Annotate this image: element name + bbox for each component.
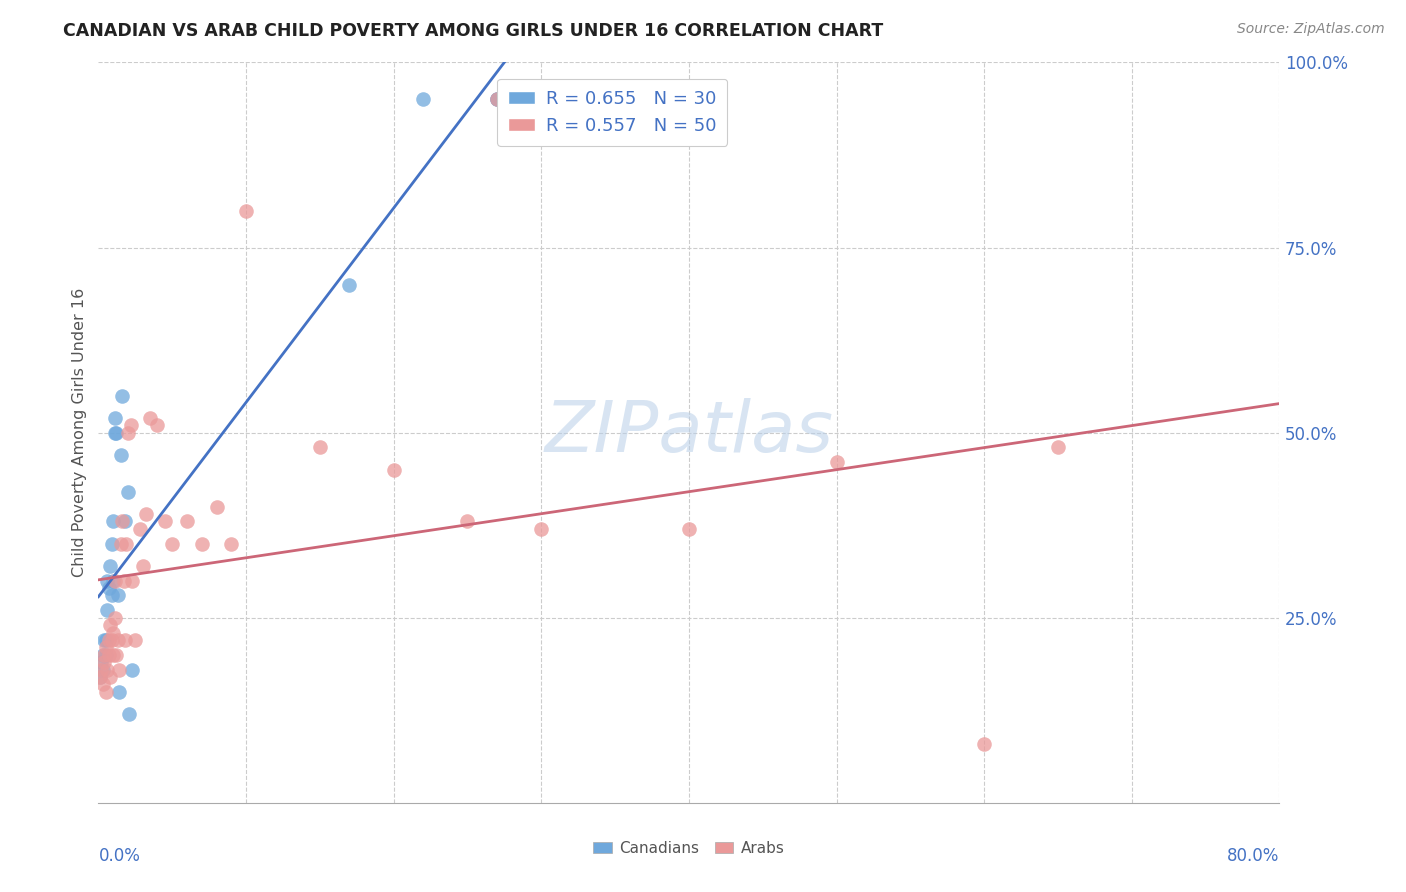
Point	[111, 515, 134, 529]
Point	[135, 507, 157, 521]
Point	[146, 418, 169, 433]
Point	[121, 574, 143, 588]
Point	[104, 611, 127, 625]
Point	[91, 663, 114, 677]
Point	[108, 685, 131, 699]
Point	[678, 522, 700, 536]
Point	[89, 670, 111, 684]
Point	[103, 515, 125, 529]
Point	[104, 410, 127, 425]
Point	[103, 574, 125, 588]
Point	[973, 737, 995, 751]
Point	[114, 515, 136, 529]
Point	[382, 463, 405, 477]
Point	[91, 648, 114, 662]
Point	[100, 589, 122, 603]
Point	[339, 277, 360, 292]
Point	[124, 632, 146, 647]
Point	[121, 663, 143, 677]
Point	[825, 455, 848, 469]
Point	[89, 670, 111, 684]
Point	[98, 558, 121, 573]
Point	[107, 589, 129, 603]
Point	[235, 203, 257, 218]
Point	[97, 648, 120, 662]
Point	[100, 632, 122, 647]
Point	[94, 632, 117, 647]
Y-axis label: Child Poverty Among Girls Under 16: Child Poverty Among Girls Under 16	[72, 288, 87, 577]
Point	[96, 574, 118, 588]
Point	[139, 410, 162, 425]
Text: ZIPatlas: ZIPatlas	[544, 398, 834, 467]
Point	[105, 648, 128, 662]
Point	[104, 425, 127, 440]
Point	[486, 93, 509, 107]
Point	[97, 581, 120, 595]
Point	[309, 441, 332, 455]
Point	[100, 537, 122, 551]
Point	[98, 618, 121, 632]
Point	[108, 663, 131, 677]
Point	[110, 448, 132, 462]
Point	[94, 640, 117, 655]
Text: 80.0%: 80.0%	[1227, 847, 1279, 865]
Text: 0.0%: 0.0%	[98, 847, 141, 865]
Point	[90, 663, 112, 677]
Point	[118, 706, 141, 721]
Point	[96, 663, 118, 677]
Text: CANADIAN VS ARAB CHILD POVERTY AMONG GIRLS UNDER 16 CORRELATION CHART: CANADIAN VS ARAB CHILD POVERTY AMONG GIR…	[63, 22, 883, 40]
Point	[120, 418, 142, 433]
Point	[219, 537, 242, 551]
Point	[191, 537, 214, 551]
Point	[114, 632, 136, 647]
Point	[96, 603, 118, 617]
Point	[110, 537, 132, 551]
Point	[94, 648, 117, 662]
Point	[1046, 441, 1069, 455]
Point	[205, 500, 228, 514]
Point	[132, 558, 155, 573]
Point	[486, 93, 509, 107]
Point	[412, 93, 434, 107]
Point	[98, 670, 121, 684]
Point	[103, 648, 125, 662]
Point	[103, 625, 125, 640]
Point	[530, 522, 553, 536]
Point	[93, 648, 115, 662]
Point	[115, 537, 138, 551]
Point	[94, 685, 117, 699]
Point	[97, 632, 120, 647]
Text: Source: ZipAtlas.com: Source: ZipAtlas.com	[1237, 22, 1385, 37]
Point	[153, 515, 176, 529]
Point	[90, 655, 112, 669]
Point	[117, 484, 139, 499]
Point	[486, 93, 509, 107]
Legend: Canadians, Arabs: Canadians, Arabs	[588, 835, 790, 862]
Point	[176, 515, 198, 529]
Point	[91, 677, 114, 691]
Point	[107, 632, 129, 647]
Point	[162, 537, 183, 551]
Point	[117, 425, 139, 440]
Point	[456, 515, 478, 529]
Point	[93, 632, 115, 647]
Point	[112, 574, 135, 588]
Point	[111, 389, 134, 403]
Point	[128, 522, 150, 536]
Point	[93, 655, 115, 669]
Point	[104, 574, 127, 588]
Point	[105, 425, 128, 440]
